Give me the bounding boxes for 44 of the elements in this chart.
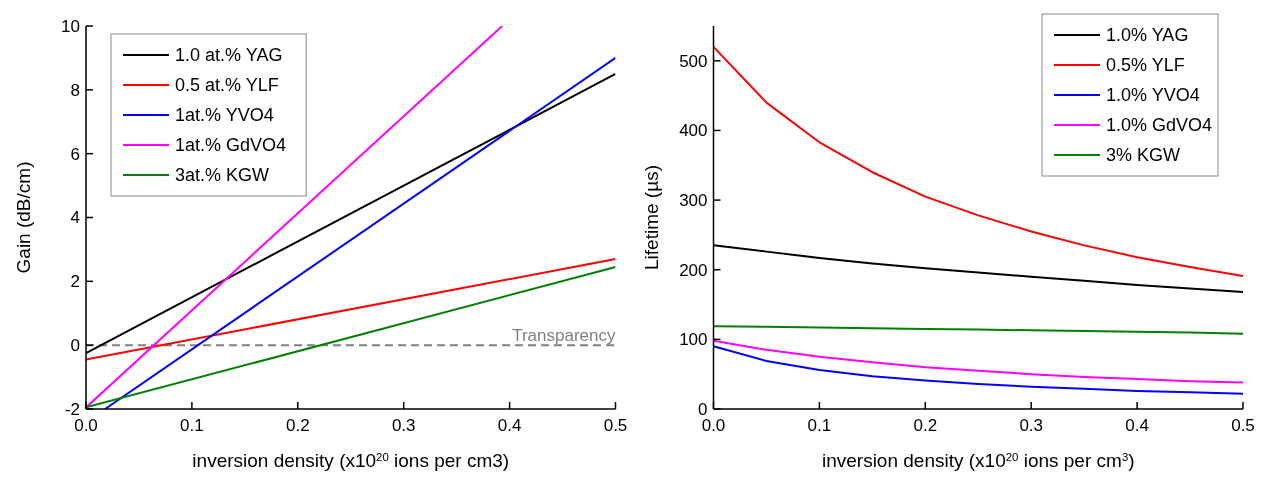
- x-tick-label: 0.5: [1231, 416, 1255, 435]
- x-tick-label: 0.2: [913, 416, 938, 435]
- x-tick-label: 0.2: [285, 416, 310, 435]
- legend-label: 1.0 at.% YAG: [175, 45, 283, 66]
- x-tick-label: 0.1: [807, 416, 832, 435]
- x-tick-label: 0.0: [74, 416, 98, 435]
- line-series: [713, 45, 1243, 277]
- y-tick-label: 500: [679, 51, 708, 71]
- y-tick-label: 4: [70, 208, 80, 228]
- legend-label: 0.5 at.% YLF: [175, 75, 279, 96]
- x-axis-title: inversion density (x10$^{20}$ ions per cm3): [192, 450, 510, 471]
- legend-label: 1.0% GdVO4: [1106, 115, 1213, 136]
- y-tick-label: 100: [679, 330, 708, 350]
- y-tick-label: 2: [70, 272, 80, 292]
- legend-label: 1.0% YAG: [1106, 25, 1189, 46]
- y-axis-title: Gain (dB/cm): [13, 161, 34, 274]
- legend-label: 1at.% YVO4: [175, 105, 274, 126]
- legend-label: 1at.% GdVO4: [175, 135, 287, 156]
- x-tick-label: 0.3: [391, 416, 416, 435]
- line-series: [713, 325, 1243, 335]
- line-series: [713, 339, 1243, 384]
- y-tick-label: 0: [70, 336, 80, 356]
- x-axis-title: inversion density (x10$^{20}$ ions per cm$^{3}$): [821, 450, 1135, 471]
- legend-label: 3at.% KGW: [175, 165, 270, 186]
- x-tick-label: 0.0: [701, 416, 726, 435]
- ref-line-label: Transparency: [512, 326, 616, 346]
- legend-label: 0.5% YLF: [1106, 55, 1185, 76]
- y-tick-label: 200: [679, 260, 708, 280]
- legend-label: 1.0% YVO4: [1106, 85, 1200, 106]
- x-tick-label: 0.4: [497, 416, 522, 435]
- x-tick-label: 0.3: [1019, 416, 1044, 435]
- x-tick-label: 0.4: [1125, 416, 1149, 435]
- legend-label: 3% KGW: [1106, 145, 1181, 166]
- y-tick-label: 6: [70, 144, 80, 164]
- y-tick-label: 8: [70, 80, 80, 100]
- x-tick-label: 0.5: [603, 416, 628, 435]
- y-tick-label: -2: [64, 399, 80, 419]
- y-tick-label: 0: [698, 399, 708, 419]
- y-tick-label: 10: [61, 16, 80, 36]
- x-tick-label: 0.1: [180, 416, 204, 435]
- y-tick-label: 300: [679, 191, 708, 211]
- line-series: [713, 345, 1243, 395]
- y-axis-title: Lifetime (µs): [640, 165, 662, 270]
- y-tick-label: 400: [679, 121, 708, 141]
